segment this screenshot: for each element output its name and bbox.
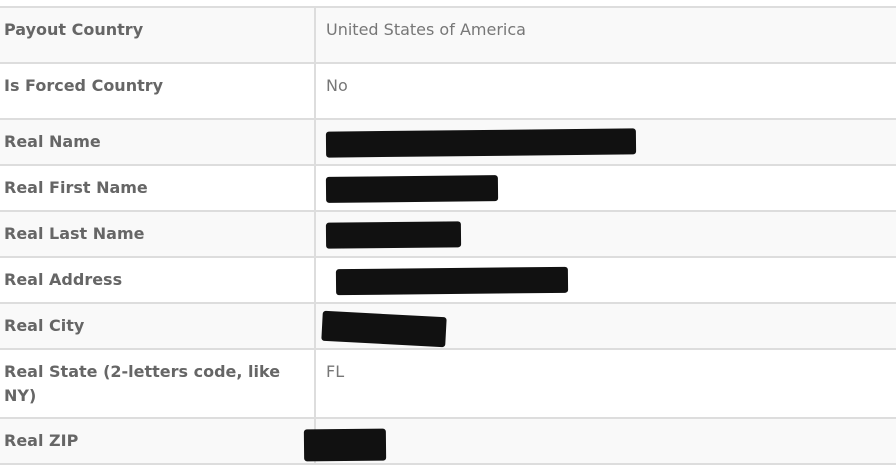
- table-row: Real ZIP: [0, 418, 896, 465]
- table-row: Real First Name: [0, 165, 896, 212]
- row-label: Is Forced Country: [0, 63, 316, 120]
- row-label: Real Last Name: [0, 211, 316, 258]
- table-row: Real Name: [0, 119, 896, 166]
- redaction-mark: [303, 428, 387, 462]
- row-label: Payout Country: [0, 7, 316, 64]
- table-row: Real State (2-letters code, like NY) FL: [0, 349, 896, 419]
- redaction-mark: [325, 128, 637, 158]
- row-label: Real ZIP: [0, 418, 316, 465]
- redaction-mark: [325, 221, 462, 249]
- redaction-mark: [335, 266, 569, 296]
- row-label: Real State (2-letters code, like NY): [0, 349, 316, 419]
- table-row: Payout Country United States of America: [0, 7, 896, 64]
- table-row: Real City: [0, 303, 896, 350]
- row-value: FL: [315, 349, 896, 419]
- details-table: Payout Country United States of America …: [0, 6, 896, 465]
- redaction-mark: [325, 175, 499, 203]
- row-label: Real Name: [0, 119, 316, 166]
- table-row: Is Forced Country No: [0, 63, 896, 120]
- row-value: United States of America: [315, 7, 896, 64]
- row-label: Real City: [0, 303, 316, 350]
- row-label: Real Address: [0, 257, 316, 304]
- row-label: Real First Name: [0, 165, 316, 212]
- redaction-mark: [321, 310, 447, 348]
- table-row: Real Address: [0, 257, 896, 304]
- table-row: Real Last Name: [0, 211, 896, 258]
- row-value: No: [315, 63, 896, 120]
